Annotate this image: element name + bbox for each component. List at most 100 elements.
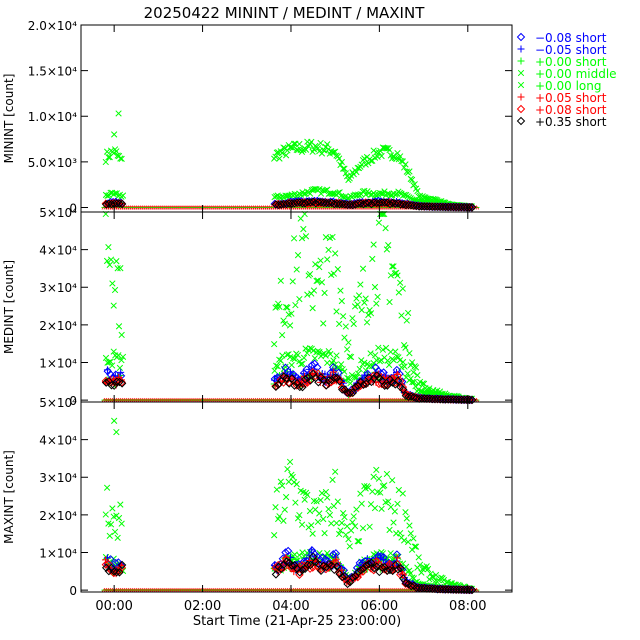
- green-long-point: [407, 530, 414, 537]
- short-point: [430, 394, 440, 404]
- baseline-point: [326, 587, 333, 593]
- legend-marker: [516, 104, 526, 114]
- green-middle-point: [311, 355, 318, 362]
- short-point: [385, 559, 394, 569]
- green-long-point: [309, 530, 316, 537]
- baseline-point: [392, 587, 398, 593]
- short-point: [338, 199, 347, 209]
- baseline-point: [382, 587, 388, 593]
- y-axis-label: MEDINT [count]: [2, 260, 16, 354]
- baseline-point: [268, 397, 275, 403]
- green-long-point: [332, 148, 339, 155]
- green-long-point: [341, 513, 348, 521]
- short-point: [346, 388, 355, 397]
- short-point: [401, 200, 411, 210]
- baseline-point: [147, 587, 154, 593]
- baseline-point: [280, 397, 287, 403]
- short-point: [284, 379, 294, 388]
- short-point: [295, 568, 305, 577]
- baseline-point: [346, 397, 352, 403]
- short-point: [314, 559, 323, 569]
- green-long-point: [285, 478, 292, 485]
- data-points-minint: [101, 110, 480, 212]
- baseline-point: [232, 205, 239, 210]
- short-point: [436, 395, 445, 404]
- green-long-point: [354, 301, 361, 308]
- green-middle-point: [319, 350, 326, 358]
- baseline-point: [107, 587, 114, 593]
- chart-title: 20250422 MININT / MEDINT / MAXINT: [144, 4, 426, 22]
- short-point: [446, 585, 456, 594]
- baseline-point: [151, 397, 157, 403]
- baseline-point: [163, 587, 169, 593]
- baseline-point: [197, 205, 203, 210]
- green-long-point: [296, 140, 303, 148]
- green-middle-point: [102, 354, 110, 362]
- green-long-point: [399, 285, 406, 292]
- green-long-point: [347, 353, 355, 361]
- baseline-point: [143, 397, 150, 403]
- green-middle-point: [347, 380, 354, 387]
- green-long-point: [389, 477, 396, 484]
- baseline-point: [205, 587, 211, 593]
- short-point: [287, 374, 297, 383]
- legend-label: +0.05 short: [535, 91, 607, 105]
- baseline-point: [350, 397, 356, 403]
- baseline-point: [397, 397, 404, 403]
- y-tick-label: 4×10⁴: [39, 434, 77, 448]
- green-long-point: [339, 313, 347, 320]
- green-long-point: [111, 286, 119, 294]
- green-long-point: [375, 475, 383, 482]
- baseline-point: [256, 205, 263, 210]
- baseline-point: [224, 397, 231, 403]
- baseline-point: [230, 205, 237, 210]
- baseline-point: [171, 205, 177, 210]
- baseline-point: [149, 397, 155, 403]
- short-point: [433, 202, 442, 212]
- baseline-point: [173, 587, 179, 593]
- short-point: [383, 381, 392, 390]
- baseline-point: [222, 397, 229, 403]
- short-point: [446, 395, 456, 404]
- baseline-point: [141, 205, 148, 210]
- green-long-point: [393, 155, 400, 163]
- baseline-point: [205, 397, 211, 403]
- green-long-point: [349, 315, 356, 322]
- baseline-point: [312, 397, 319, 403]
- baseline-point: [238, 587, 245, 593]
- legend-label: +0.00 short: [535, 55, 607, 69]
- short-point: [414, 583, 424, 593]
- short-point: [468, 395, 477, 405]
- short-point: [460, 585, 469, 595]
- green-long-point: [367, 310, 375, 317]
- baseline-point: [302, 397, 309, 403]
- baseline-point: [334, 587, 340, 593]
- green-long-point: [306, 270, 314, 278]
- baseline-point: [272, 587, 279, 593]
- green-long-point: [357, 490, 364, 497]
- short-point: [338, 385, 347, 394]
- green-long-point: [294, 252, 302, 259]
- green-long-point: [410, 369, 417, 376]
- green-long-point: [394, 500, 401, 508]
- baseline-point: [278, 587, 285, 593]
- short-point: [104, 199, 114, 208]
- green-long-point: [412, 543, 420, 550]
- green-middle-point: [409, 378, 416, 386]
- panel-frame: [80, 24, 513, 213]
- short-point: [112, 567, 122, 577]
- baseline-point: [358, 397, 364, 403]
- green-long-point: [277, 478, 284, 485]
- baseline-point: [191, 397, 197, 403]
- green-long-point: [334, 498, 341, 505]
- short-point: [369, 371, 378, 380]
- short-point: [462, 395, 472, 405]
- baseline-point: [113, 397, 120, 403]
- green-long-point: [404, 309, 412, 317]
- baseline-point: [336, 397, 342, 403]
- baseline-point: [224, 205, 231, 210]
- baseline-point: [280, 587, 287, 593]
- short-point: [303, 378, 312, 387]
- short-point: [271, 570, 281, 579]
- baseline-point: [366, 397, 372, 403]
